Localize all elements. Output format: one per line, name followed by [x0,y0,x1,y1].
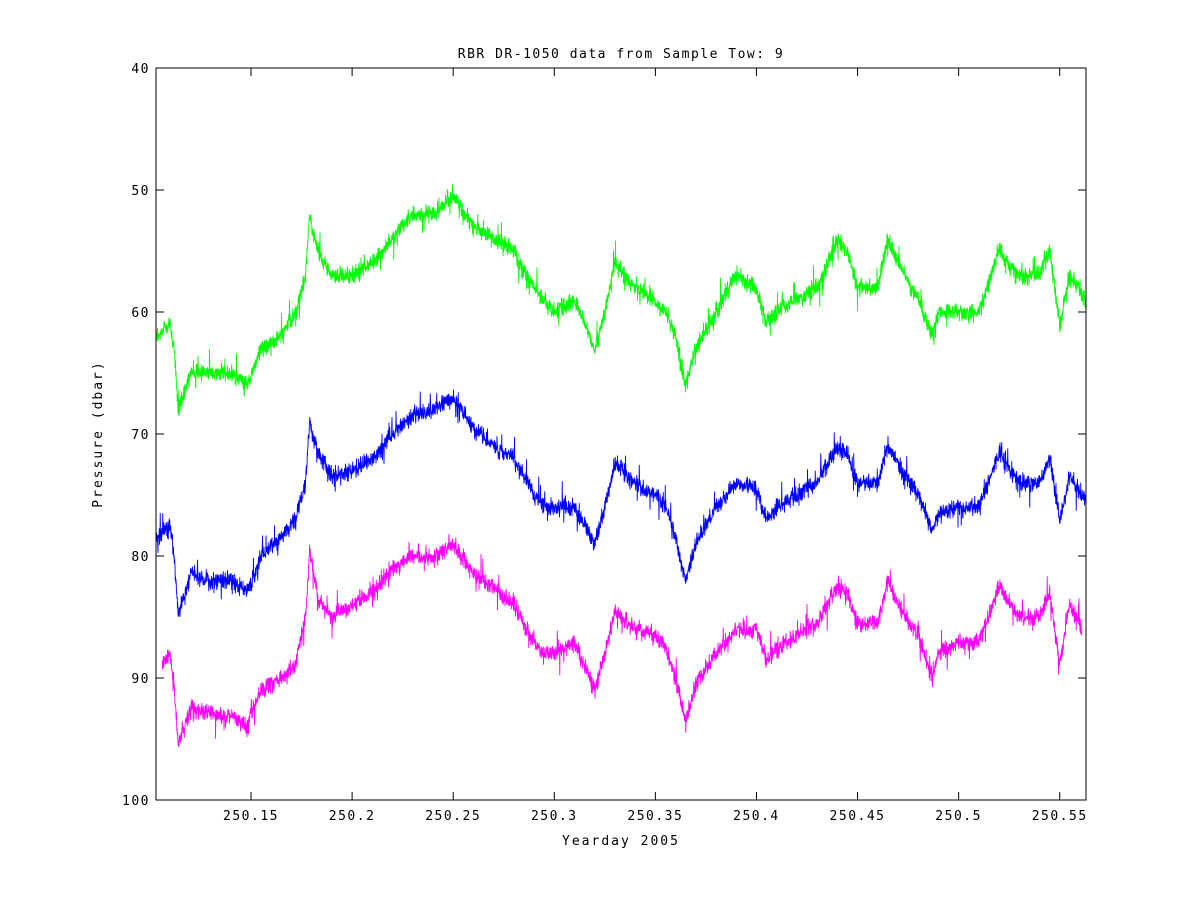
x-axis-label: Yearday 2005 [562,834,680,849]
x-tick-label: 250.55 [1032,809,1088,824]
y-tick-label: 40 [131,62,150,77]
series-line-2 [156,389,1086,617]
x-tick-label: 250.5 [935,809,982,824]
x-tick-label: 250.2 [329,809,376,824]
x-tick-label: 250.4 [733,809,780,824]
tick-layer: 250.15 250.2 250.25 250.3 250.35 250.4 250.45 2… [122,62,1088,824]
x-tick-label: 250.35 [627,809,683,824]
y-tick-label: 50 [131,184,150,199]
y-tick-label: 80 [131,550,150,565]
x-tick-label: 250.25 [425,809,481,824]
y-tick-label: 100 [122,794,150,809]
series-layer [156,183,1086,748]
series-line-1 [156,183,1086,416]
chart-title: RBR DR-1050 data from Sample Tow: 9 [458,47,784,62]
y-tick-label: 70 [131,428,150,443]
x-tick-label: 250.45 [830,809,886,824]
x-tick-label: 250.15 [223,809,279,824]
y-axis-label: Pressure (dbar) [91,360,106,507]
y-tick-label: 90 [131,672,150,687]
y-tick-label: 60 [131,306,150,321]
x-tick-label: 250.3 [531,809,578,824]
series-line-3 [161,533,1083,748]
